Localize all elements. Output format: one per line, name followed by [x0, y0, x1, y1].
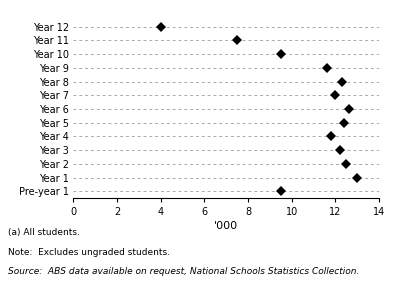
X-axis label: '000: '000 [214, 221, 238, 231]
Text: Note:  Excludes ungraded students.: Note: Excludes ungraded students. [8, 248, 170, 257]
Text: Source:  ABS data available on request, National Schools Statistics Collection.: Source: ABS data available on request, N… [8, 267, 359, 276]
Text: (a) All students.: (a) All students. [8, 228, 80, 237]
